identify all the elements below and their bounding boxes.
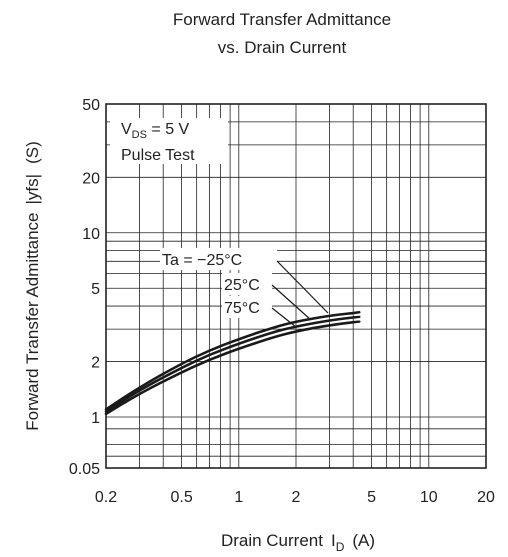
y-tick-label: 1 [91, 410, 100, 427]
x-tick-label: 0.5 [170, 489, 192, 506]
y-tick-label: 20 [82, 170, 100, 187]
x-tick-label: 0.2 [95, 489, 117, 506]
chart-title-line-2: vs. Drain Current [218, 38, 347, 57]
y-tick-label: 50 [82, 97, 100, 114]
series-curve-2 [104, 320, 361, 416]
y-tick-label: 10 [82, 226, 100, 243]
x-tick-label: 10 [420, 489, 438, 506]
x-tick-label: 2 [292, 489, 301, 506]
leader-minus25 [276, 260, 329, 314]
x-tick-labels: 0.2 0.5 1 2 5 10 20 [95, 489, 495, 506]
y-tick-label: 2 [91, 355, 100, 372]
curve-label-75: 75°C [224, 300, 260, 317]
chart-title-line-1: Forward Transfer Admittance [173, 10, 391, 29]
pulse-test-note: Pulse Test [121, 147, 195, 164]
series-curves [104, 311, 361, 416]
vds-condition: VDS = 5 V [121, 121, 190, 141]
curve-labels: Ta = −25°C 25°C 75°C [160, 248, 329, 328]
svg-text:Forward Transfer Admittance|yf: Forward Transfer Admittance|yfs|(S) [23, 141, 42, 431]
x-axis-label: Drain Current ID (A) [221, 531, 375, 554]
test-conditions: VDS = 5 V Pulse Test [110, 118, 228, 164]
leader-75 [271, 307, 297, 328]
y-axis-label: Forward Transfer Admittance|yfs|(S) [23, 141, 42, 431]
grid-lines [106, 104, 486, 468]
curve-label-25: 25°C [224, 277, 260, 294]
series-curve-1 [104, 315, 361, 413]
y-tick-labels: 0.05 1 2 5 10 20 50 [69, 97, 100, 478]
x-tick-label: 1 [234, 489, 243, 506]
leader-25 [271, 284, 312, 321]
plot-frame [105, 103, 487, 469]
curve-label-minus25: Ta = −25°C [162, 252, 242, 269]
x-tick-label: 5 [367, 489, 376, 506]
series-curve-0 [104, 311, 361, 411]
y-tick-label: 0.05 [69, 461, 100, 478]
y-tick-label: 5 [91, 281, 100, 298]
x-tick-label: 20 [477, 489, 495, 506]
